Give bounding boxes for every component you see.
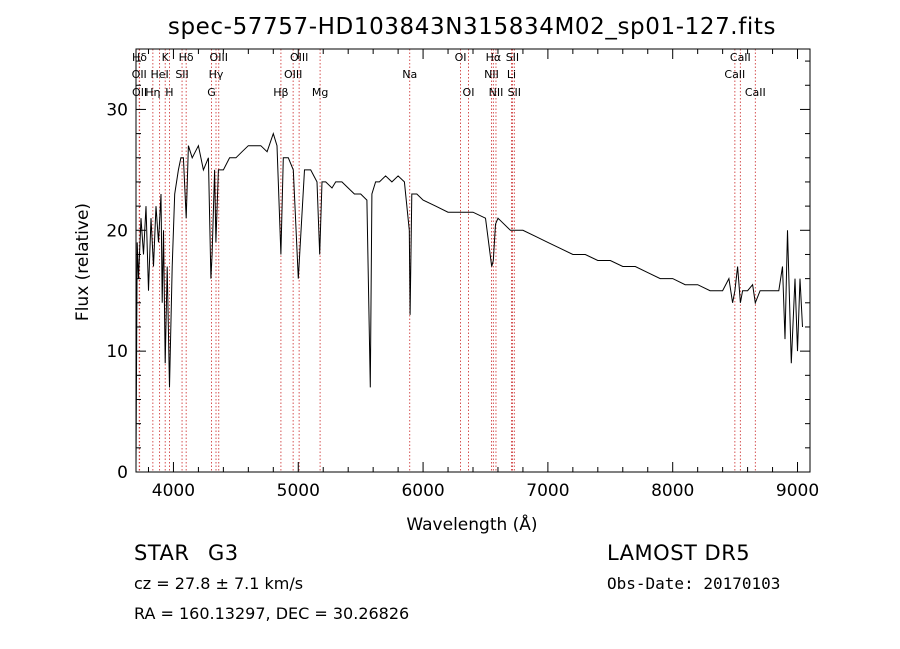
line-label-8: CaII <box>730 51 751 64</box>
chart-title: spec-57757-HD103843N315834M02_sp01-127.f… <box>168 14 776 40</box>
y-tick-label-3: 30 <box>106 100 128 120</box>
line-label-1: K <box>162 51 170 64</box>
line-label-14: Na <box>402 68 417 81</box>
line-label-4: OIII <box>290 51 308 64</box>
observation-date: Obs-Date: 20170103 <box>607 574 781 593</box>
line-label-27: CaII <box>745 86 766 99</box>
line-label-0: Hδ <box>132 51 147 64</box>
line-label-6: Hα <box>486 51 502 64</box>
object-class: STAR <box>134 541 190 565</box>
line-label-5: OI <box>455 51 467 64</box>
line-label-11: SII <box>175 68 188 81</box>
x-tick-label-5: 9000 <box>776 481 819 501</box>
axis-ticks <box>136 49 810 473</box>
redshift-cz: cz = 27.8 ± 7.1 km/s <box>134 574 304 593</box>
line-label-2: Hδ <box>179 51 194 64</box>
x-tick-label-2: 6000 <box>401 481 444 501</box>
plot-frame <box>135 48 811 473</box>
line-label-15: NII <box>484 68 499 81</box>
y-tick-label-1: 10 <box>106 342 128 362</box>
spectral-line-markers <box>138 49 756 472</box>
line-label-26: SII <box>508 86 521 99</box>
y-tick-label-2: 20 <box>106 221 128 241</box>
y-axis-label: Flux (relative) <box>73 203 93 321</box>
line-label-3: OIII <box>210 51 228 64</box>
line-label-20: H <box>165 86 173 99</box>
y-tick-label-0: 0 <box>117 463 128 483</box>
line-label-25: NII <box>489 86 504 99</box>
line-label-21: G <box>207 86 216 99</box>
spectral-line-labels: Hδ K Hδ OIII OIII OI Hα SII CaII OII HeI SII Hγ OIII N… <box>132 51 766 99</box>
x-tick-label-4: 8000 <box>651 481 694 501</box>
x-tick-label-1: 5000 <box>277 481 320 501</box>
survey-release: LAMOST DR5 <box>607 541 751 565</box>
line-label-19: Hη <box>145 86 160 99</box>
object-subclass: G3 <box>208 541 239 565</box>
x-axis-label: Wavelength (Å) <box>406 513 537 535</box>
line-label-7: SII <box>506 51 519 64</box>
x-tick-label-0: 4000 <box>152 481 195 501</box>
line-label-17: CaII <box>724 68 745 81</box>
spectrum-line <box>135 131 803 467</box>
coordinates: RA = 160.13297, DEC = 30.26826 <box>134 604 410 623</box>
line-label-23: Mg <box>312 86 328 99</box>
line-label-13: OIII <box>284 68 302 81</box>
axis-tick-labels: 4000 5000 6000 7000 8000 9000 0 10 20 30 <box>106 100 819 501</box>
line-label-24: OI <box>463 86 475 99</box>
line-label-16: Li <box>507 68 516 81</box>
line-label-10: HeI <box>150 68 168 81</box>
line-label-22: Hβ <box>273 86 288 99</box>
line-label-12: Hγ <box>209 68 224 81</box>
x-tick-label-3: 7000 <box>526 481 569 501</box>
line-label-9: OII <box>132 68 147 81</box>
